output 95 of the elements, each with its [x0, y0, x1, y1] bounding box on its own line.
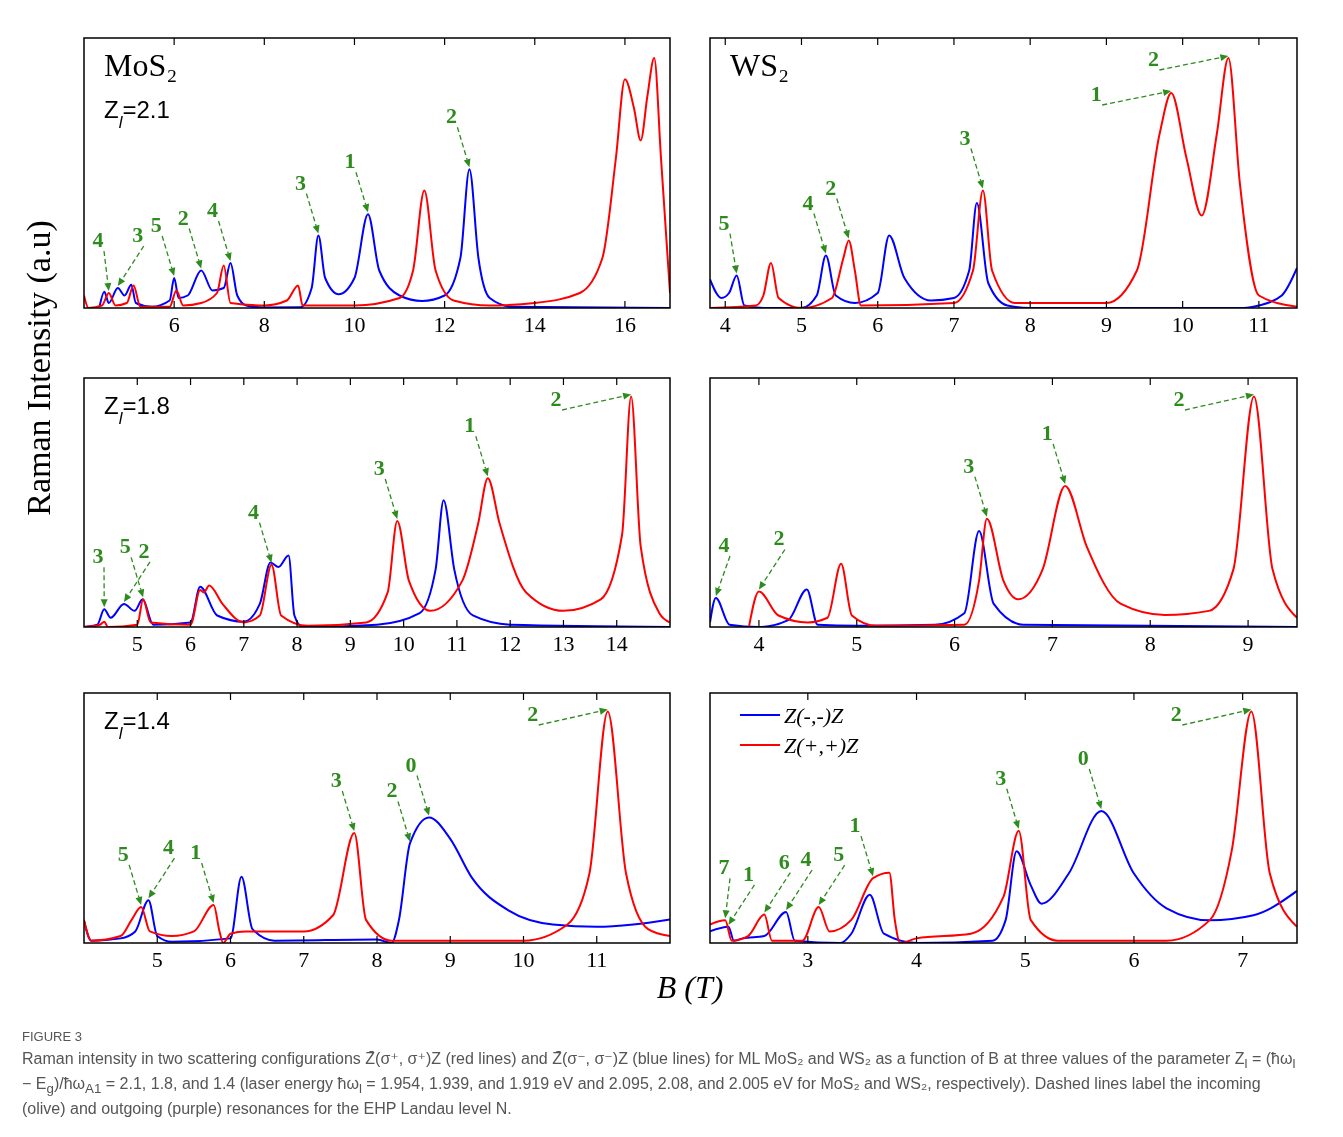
annotation: 1	[1041, 419, 1053, 445]
legend-label: Z(+,+)Z	[784, 733, 860, 758]
annotation: 2	[527, 701, 539, 726]
annotation: 4	[718, 531, 730, 557]
x-tick-label: 11	[586, 947, 608, 972]
x-tick-label: 8	[258, 312, 270, 337]
annotation: 1	[1090, 81, 1102, 106]
annotation: 2	[138, 537, 150, 563]
annotation: 7	[718, 854, 730, 880]
annotation: 2	[1173, 386, 1185, 411]
chart-title: WS₂	[730, 47, 790, 83]
x-tick-label: 6	[168, 312, 180, 337]
annotation: 5	[150, 212, 162, 237]
annotation: 2	[825, 174, 837, 200]
annotation: 2	[177, 204, 189, 230]
x-tick-label: 10	[343, 312, 366, 337]
x-axis-title: B (T)	[656, 969, 724, 1005]
annotation: 3	[959, 124, 971, 150]
annotation: 0	[405, 751, 417, 777]
x-tick-label: 8	[1144, 631, 1156, 656]
annotation: 5	[833, 841, 845, 867]
annotation: 2	[1170, 701, 1182, 726]
x-tick-label: 4	[753, 631, 765, 656]
x-tick-label: 7	[948, 312, 960, 337]
x-tick-label: 8	[371, 947, 383, 972]
annotation: 5	[117, 840, 129, 866]
x-tick-label: 9	[444, 947, 456, 972]
annotation: 1	[190, 839, 202, 865]
x-tick-label: 7	[1046, 631, 1058, 656]
annotation: 3	[963, 452, 975, 478]
text: Z$_{l}$=2.1	[104, 96, 170, 132]
annotation: 1	[464, 412, 476, 438]
x-tick-label: 7	[238, 631, 250, 656]
x-tick-label: 7	[298, 947, 310, 972]
x-tick-label: 5	[131, 631, 143, 656]
annotation: 3	[132, 222, 144, 247]
annotation: 6	[778, 848, 790, 874]
x-tick-label: 10	[392, 631, 415, 656]
x-tick-label: 7	[1237, 947, 1249, 972]
annotation: 1	[344, 148, 356, 174]
y-axis-title: Raman Intensity (a.u)	[20, 220, 58, 516]
annotation: 0	[1077, 745, 1089, 771]
annotation: 4	[162, 834, 174, 860]
annotation: 3	[995, 764, 1007, 790]
x-tick-label: 10	[512, 947, 535, 972]
annotation: 4	[248, 498, 260, 524]
x-tick-label: 10	[1171, 312, 1194, 337]
x-tick-label: 5	[795, 312, 807, 337]
chart-subtitle: Z$_{l}$=1.8	[104, 392, 170, 428]
annotation: 3	[294, 169, 306, 195]
annotation: 4	[92, 227, 104, 252]
x-tick-label: 9	[1242, 631, 1254, 656]
x-tick-label: 8	[1024, 312, 1036, 337]
x-tick-label: 16	[613, 312, 636, 337]
x-tick-label: 6	[949, 631, 961, 656]
x-tick-label: 9	[1100, 312, 1112, 337]
annotation: 2	[773, 525, 785, 551]
x-tick-label: 13	[552, 631, 575, 656]
x-tick-label: 4	[911, 947, 923, 972]
annotation: 1	[849, 812, 861, 838]
x-tick-label: 6	[1128, 947, 1140, 972]
annotation: 4	[800, 845, 812, 871]
x-tick-label: 4	[719, 312, 731, 337]
annotation: 3	[92, 543, 104, 569]
caption: FIGURE 3	[22, 1028, 83, 1046]
x-tick-label: 14	[523, 312, 546, 337]
annotation: 5	[718, 209, 730, 235]
annotation: 1	[742, 860, 754, 886]
annotation: 4	[802, 189, 814, 215]
x-tick-label: 6	[872, 312, 884, 337]
annotation: 4	[207, 197, 218, 222]
x-tick-label: 6	[225, 947, 236, 972]
chart-title: MoS₂	[104, 47, 178, 83]
annotation: 2	[1147, 46, 1159, 71]
annotation: 2	[386, 777, 398, 803]
x-tick-label: 11	[1248, 312, 1270, 337]
text: Raman intensity in two scattering configurations Z̄(σ⁺, σ⁺)Z (red lines) and Z̄(σ⁻, σ⁻)Z (blue lines) for ML MoS₂ and WS₂ as a function of B at three values of the parameter Z$_{l}$ = (ħω$_{l}$ − E$_{g}$)/ħω$_{A1}$ = 2.1, 1.8, and 1.4 (laser energy ħω$_{l}$ = 1.954, 1.939, and 1.919 eV and 2.095, 2.08, and 2.005 eV for MoS₂ and WS₂, respectively). Dashed lines label the incoming (olive) and outgoing (purple) resonances for the EHP Landau level N.	[22, 1049, 1296, 1117]
annotation: 5	[119, 533, 131, 559]
x-tick-label: 9	[344, 631, 356, 656]
x-tick-label: 5	[1019, 947, 1031, 972]
annotation: 2	[445, 103, 457, 129]
x-tick-label: 12	[433, 312, 456, 337]
x-tick-label: 8	[291, 631, 303, 656]
x-tick-label: 6	[185, 631, 197, 656]
x-tick-label: 12	[499, 631, 522, 656]
x-tick-label: 14	[605, 631, 628, 656]
legend-label: Z(-,-)Z	[784, 703, 845, 728]
x-tick-label: 5	[851, 631, 863, 656]
annotation: 2	[550, 386, 562, 411]
annotation: 3	[373, 454, 385, 480]
chart-subtitle: Z$_{l}$=1.4	[104, 707, 170, 743]
x-tick-label: 5	[151, 947, 163, 972]
x-tick-label: 3	[802, 947, 814, 972]
annotation: 3	[330, 767, 342, 793]
x-tick-label: 11	[446, 631, 468, 656]
